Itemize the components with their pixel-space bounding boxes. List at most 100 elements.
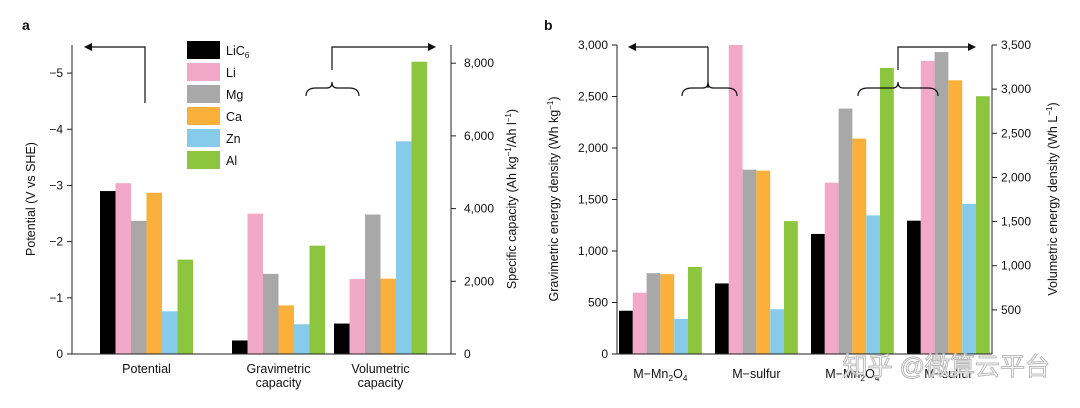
tick-label: 500 [588,296,608,310]
legend-label-Al: Al [226,154,237,168]
bar-Zn-2 [866,215,880,354]
panel-b-label: b [544,17,553,33]
tick-label: 2,500 [578,90,608,104]
bar-Zn-0 [674,318,688,354]
panel-b-bars [619,45,990,355]
category-label: M−sulfur [924,367,972,381]
bar-LiC6-1 [715,283,729,354]
bar-Mg-3 [934,52,949,354]
tick-label: 2,000 [578,141,608,155]
category-label: capacity [358,376,405,390]
panel-b-left-brace [681,81,738,97]
tick-label: −1 [49,291,63,305]
legend-swatch-Zn [187,129,220,147]
tick-label: 0 [601,347,608,361]
panel-a-legend: LiC6 Li Mg Ca Zn Al [187,41,250,169]
tick-label: 3,000 [578,38,608,52]
bar-Al-0 [177,259,193,354]
bar-Ca-3 [948,80,963,355]
bar-LiC6-3 [907,220,921,354]
panel-b-right-axis-label: Volumetric energy density (Wh L−1) [1045,102,1060,295]
tick-label: 500 [1001,303,1021,317]
bar-Al-2 [411,61,427,354]
panel-a-left-arrow [86,46,146,103]
legend-label-Ca: Ca [226,110,242,124]
category-label: M−sulfur [732,367,780,381]
bar-Ca-1 [278,305,294,354]
bar-Ca-2 [380,278,396,354]
bar-Li-1 [728,45,743,354]
tick-label: 1,500 [578,193,608,207]
panel-a-right-arrow [331,46,432,70]
tick-label: 2,000 [1001,170,1031,184]
legend-swatch-Al [187,151,220,169]
panel-b-right-ticks: 500 1,000 1,500 2,000 2,500 3,000 3,500 [992,38,1031,317]
bar-Ca-1 [756,170,771,354]
tick-label: 3,000 [1001,82,1031,96]
category-label: Potential [122,362,171,376]
panel-b-right-arrowhead [968,43,976,51]
bar-Al-0 [688,266,702,354]
bar-Li-1 [247,213,263,354]
tick-label: 2,000 [464,274,494,288]
tick-label: −2 [49,235,63,249]
panel-a-left-arrowhead [84,43,92,51]
category-label: capacity [256,376,303,390]
legend-swatch-Li [187,63,220,81]
bar-LiC6-2 [334,323,350,354]
panel-b-right-arrow [897,46,972,70]
bar-Mg-1 [263,273,279,354]
tick-label: 8,000 [464,56,494,70]
bar-Mg-1 [742,169,757,354]
tick-label: 0 [464,347,471,361]
panel-a-left-axis-label: Potential (V vs SHE) [24,142,38,256]
bar-Mg-2 [838,108,853,355]
bar-Ca-0 [660,274,675,354]
panel-b-left-arrowhead [628,43,636,51]
legend-label-Mg: Mg [226,88,243,102]
bar-Li-0 [115,183,131,354]
watermark-text: 知乎 @微算云平台 [843,353,1050,381]
tick-label: 4,000 [464,202,494,216]
legend-swatch-LiC6 [187,41,220,59]
category-label: M−Mn2O4 [825,367,880,383]
bar-Mg-0 [131,220,147,354]
panel-a-right-ticks: 0 2,000 4,000 6,000 8,000 [451,56,494,361]
legend-swatch-Mg [187,85,220,103]
category-label: M−Mn2O4 [633,367,688,383]
panel-a-right-axis-label: Specific capacity (Ah kg−1/Ah l−1) [504,109,519,289]
bar-Zn-3 [962,203,976,354]
panel-a: a 0 −1 −2 −3 −4 −5 0 2,000 4,000 6,000 8,000 Pote… [22,17,519,390]
panel-a-label: a [22,17,30,33]
panel-a-right-arrowhead [428,43,436,51]
category-label: Volumetric [351,362,409,376]
bar-Zn-1 [770,309,784,354]
panel-b-left-ticks: 0 500 1,000 1,500 2,000 2,500 3,000 [578,38,617,361]
bar-Al-1 [784,221,798,354]
bar-Al-1 [309,245,325,354]
bar-Mg-0 [646,273,661,354]
bar-Ca-2 [852,138,867,354]
bar-Li-0 [632,292,647,354]
tick-label: 2,500 [1001,126,1031,140]
bar-LiC6-2 [811,233,825,354]
legend-label-Li: Li [226,66,236,80]
bar-Mg-2 [365,214,381,354]
bar-Zn-1 [294,324,310,354]
category-label: Gravimetric [247,362,311,376]
bar-Li-2 [824,182,839,354]
tick-label: 6,000 [464,129,494,143]
panel-a-brace [305,81,360,97]
legend-swatch-Ca [187,107,220,125]
bar-Li-2 [349,279,365,354]
panel-b-category-labels: M−Mn2O4 M−sulfur M−Mn2O4 M−sulfur [633,367,972,383]
bar-Al-3 [976,96,990,354]
panel-a-bars [100,61,427,354]
tick-label: −5 [49,66,63,80]
panel-a-category-labels: Potential GravimetriccapacityVolumetricca… [122,362,410,390]
legend-label-Zn: Zn [226,132,241,146]
bar-Zn-0 [162,311,178,354]
bar-Zn-2 [396,141,412,354]
bar-Li-3 [920,60,935,355]
